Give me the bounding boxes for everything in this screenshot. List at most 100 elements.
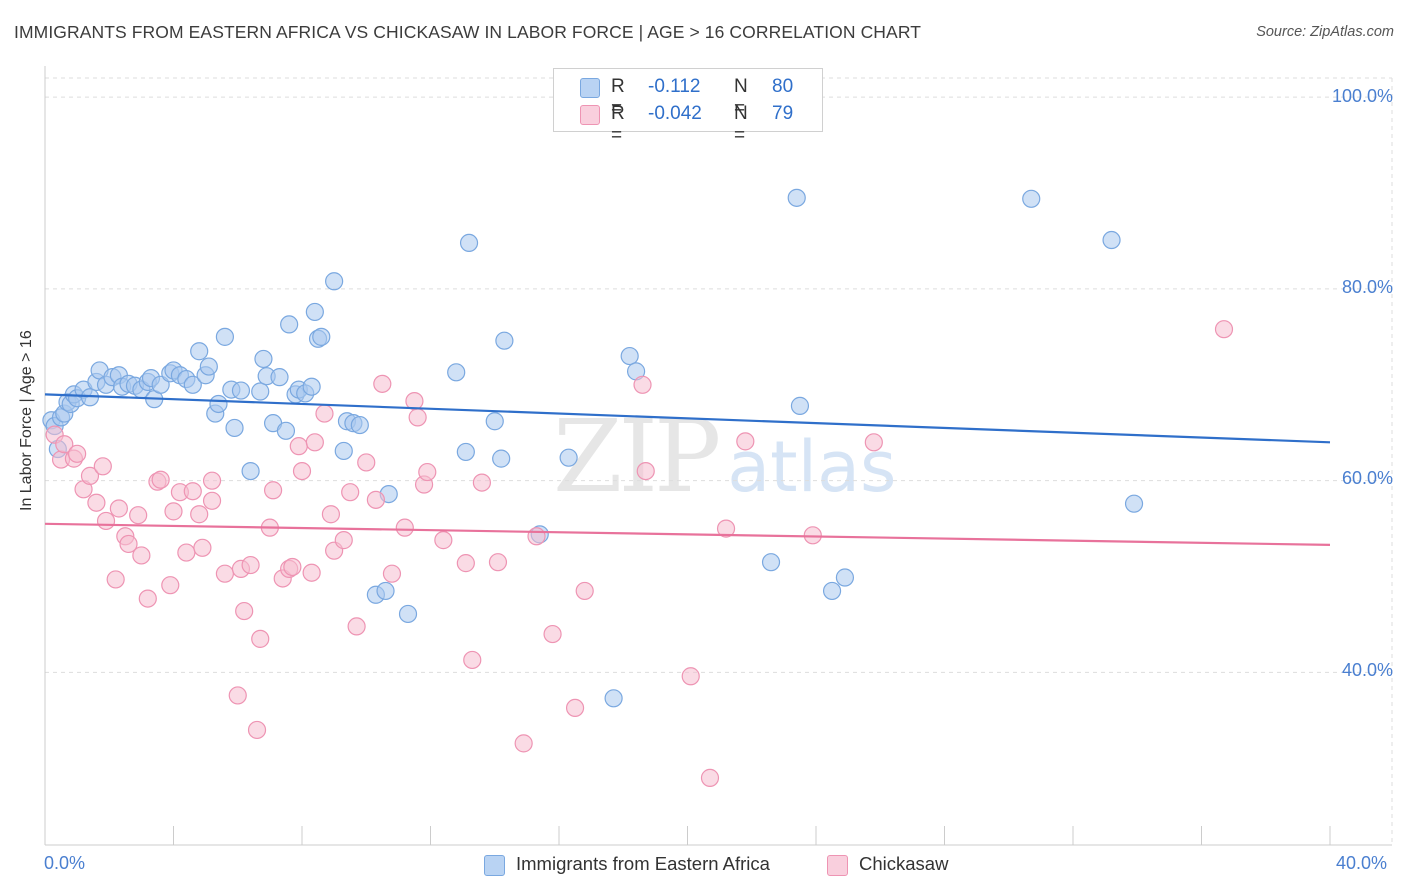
blue-point <box>302 377 321 396</box>
pink-point <box>55 435 74 454</box>
pink-point <box>681 667 700 686</box>
pink-point <box>373 374 392 393</box>
blue-point <box>1022 189 1041 208</box>
pink-point <box>292 461 312 481</box>
blue-point <box>334 441 353 461</box>
pink-point <box>418 462 437 482</box>
pink-point <box>543 624 562 644</box>
pink-point <box>305 433 324 452</box>
pink-point <box>341 483 360 502</box>
pink-point <box>408 408 427 427</box>
blue-point <box>325 272 344 291</box>
blue-point <box>215 327 234 346</box>
pink-point <box>68 444 87 463</box>
legend-r-label: R = <box>611 103 625 146</box>
pink-point <box>132 546 151 565</box>
pink-point <box>138 589 157 608</box>
pink-point <box>119 534 138 554</box>
blue-point <box>270 368 289 387</box>
pink-point <box>736 432 755 451</box>
blue-point <box>398 604 418 624</box>
source-credit: Source: ZipAtlas.com <box>1256 24 1394 40</box>
pink-point <box>193 538 212 557</box>
pink-point <box>289 437 308 456</box>
pink-point <box>215 564 234 583</box>
blue-point <box>456 442 475 462</box>
pink-point <box>93 457 112 476</box>
blue-point <box>190 342 209 361</box>
legend-swatch-pink <box>580 105 600 125</box>
y-tick-label: 40.0% <box>1341 660 1393 680</box>
legend-swatch-blue <box>580 78 600 98</box>
pink-point <box>183 482 202 501</box>
blue-point <box>254 349 273 369</box>
blue-point <box>376 581 395 601</box>
pink-trend-line <box>44 522 1331 547</box>
blue-point <box>199 357 218 376</box>
blue-trend-line <box>44 393 1331 444</box>
blue-point <box>231 381 251 400</box>
blue-point <box>305 302 324 322</box>
pink-point <box>472 473 491 492</box>
blue-point <box>241 461 260 481</box>
pink-point <box>80 466 100 485</box>
blue-point <box>835 568 855 587</box>
blue-point <box>761 553 781 572</box>
pink-point <box>366 490 385 509</box>
legend-r-label: R = <box>611 76 625 119</box>
blue-point <box>492 449 511 468</box>
blue-point <box>1124 494 1144 513</box>
y-tick-label: 60.0% <box>1341 468 1393 488</box>
pink-point <box>228 686 247 705</box>
y-tick-label: 100.0% <box>1331 86 1393 106</box>
pink-point <box>347 617 366 636</box>
pink-point <box>514 734 533 753</box>
legend-n-label: N = <box>734 103 748 146</box>
legend-swatch-blue <box>484 855 505 876</box>
pink-point <box>1214 320 1234 339</box>
legend-n-value: 79 <box>772 103 794 124</box>
pink-point <box>247 720 267 740</box>
pink-point <box>96 511 116 531</box>
blue-point <box>559 448 578 467</box>
blue-point <box>183 375 202 394</box>
blue-point <box>251 382 270 401</box>
blue-point <box>620 346 639 366</box>
pink-point <box>241 555 260 575</box>
pink-point <box>334 531 353 550</box>
pink-point <box>315 404 334 423</box>
blue-point <box>209 394 228 414</box>
blue-point <box>447 363 466 382</box>
pink-point <box>202 491 222 510</box>
blue-point <box>276 421 296 440</box>
blue-point <box>495 331 514 350</box>
pink-point <box>357 453 376 472</box>
pink-point <box>321 505 341 524</box>
pink-point <box>633 375 652 394</box>
pink-point <box>263 481 283 500</box>
blue-point <box>822 581 842 601</box>
pink-point <box>636 461 655 481</box>
pink-point <box>161 576 180 595</box>
blue-point <box>790 396 810 415</box>
pink-point <box>700 768 720 787</box>
legend-label-pink: Chickasaw <box>859 853 949 874</box>
legend-label-blue: Immigrants from Eastern Africa <box>516 853 770 874</box>
y-axis-label-text: In Labor Force | Age > 16 <box>18 330 35 511</box>
y-tick-label: 80.0% <box>1341 277 1393 297</box>
pink-point <box>190 505 209 524</box>
legend-n-value: 80 <box>772 76 794 97</box>
pink-point <box>864 433 883 452</box>
pink-point <box>565 698 585 717</box>
x-tick-label: 0.0% <box>44 853 86 873</box>
blue-point <box>225 418 244 438</box>
pink-point <box>235 601 254 621</box>
pink-point <box>434 531 453 550</box>
blue-point <box>604 689 623 708</box>
chart-title: IMMIGRANTS FROM EASTERN AFRICA VS CHICKA… <box>14 22 922 42</box>
legend-r-value: -0.112 <box>648 76 701 97</box>
pink-point <box>382 564 402 583</box>
pink-point <box>395 518 414 537</box>
pink-point <box>456 554 475 573</box>
